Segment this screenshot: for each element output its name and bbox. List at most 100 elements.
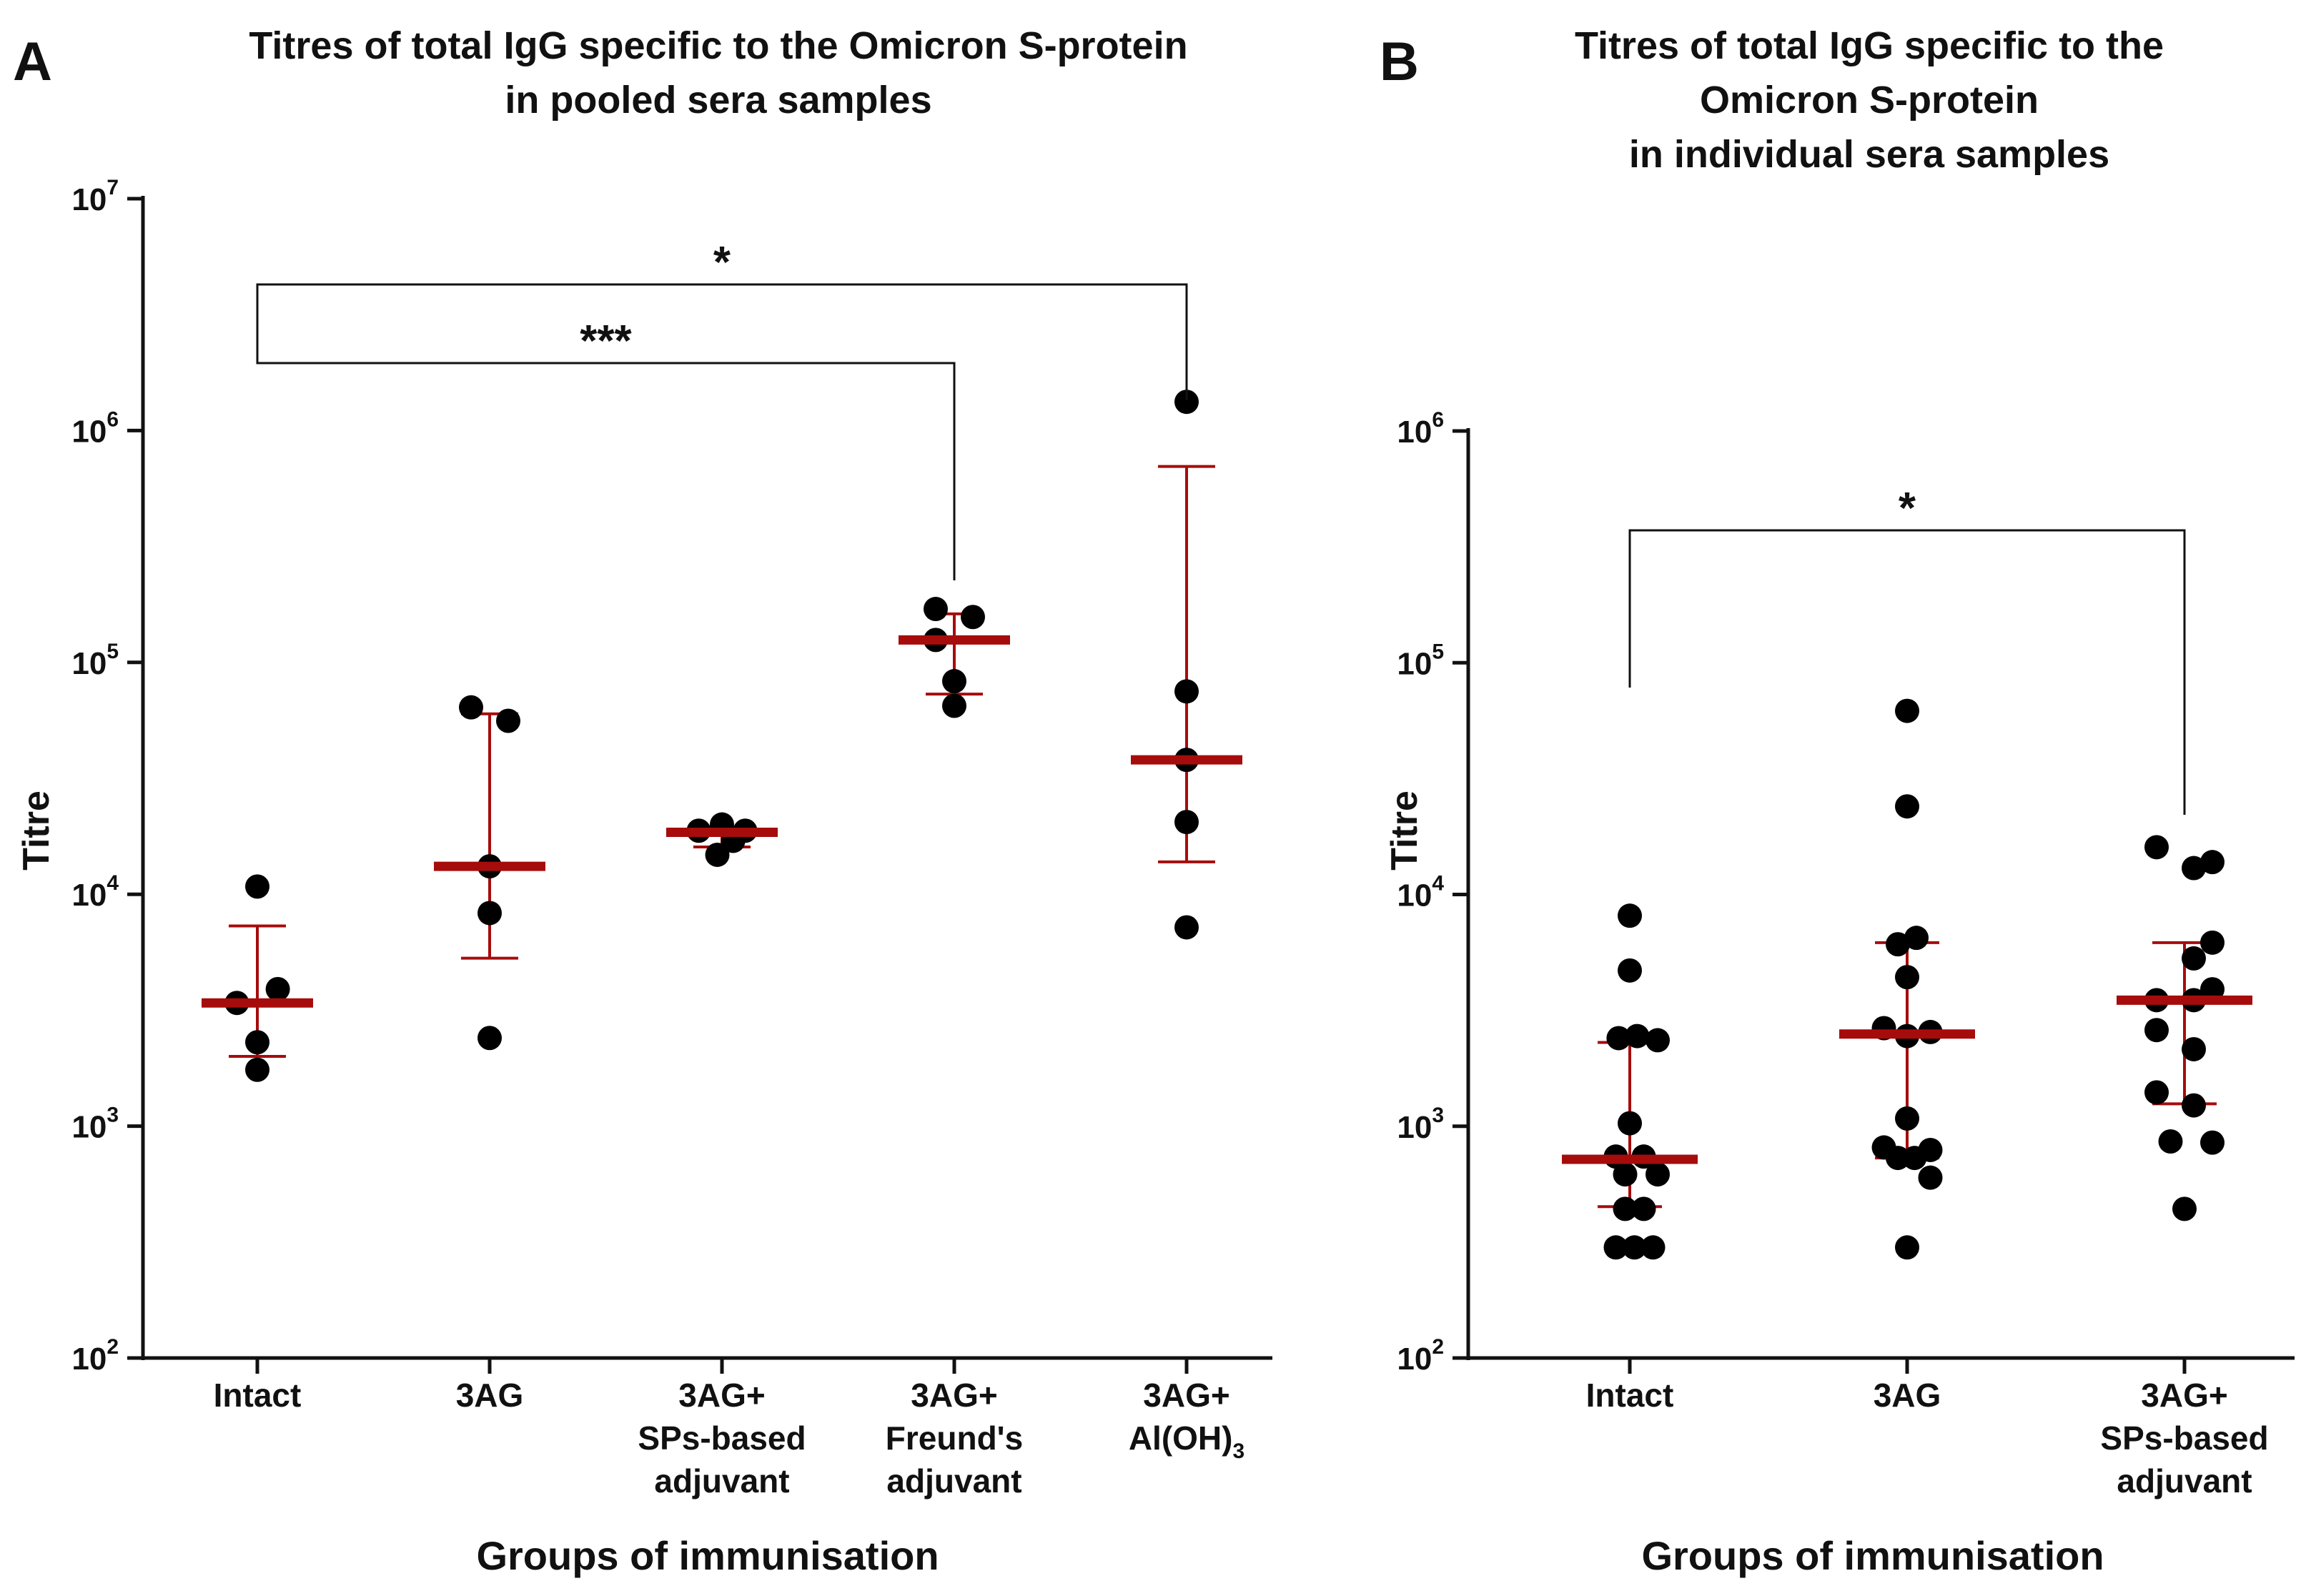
data-point (1895, 698, 1919, 723)
significance-label: * (713, 238, 731, 287)
y-tick-label: 105 (1397, 640, 1444, 681)
category-label: adjuvant (654, 1462, 789, 1500)
panel-a: A Titres of total IgG specific to the Omi… (13, 24, 1272, 1578)
category-label-text: 3AG+ (678, 1377, 765, 1414)
y-tick-exponent: 6 (1432, 408, 1444, 432)
chart-title-line: Titres of total IgG specific to the Omic… (249, 24, 1187, 67)
data-point (2144, 835, 2169, 860)
data-point (245, 1030, 269, 1055)
data-point (1902, 1146, 1927, 1171)
category-label: Intact (1586, 1377, 1674, 1414)
y-tick-base: 10 (71, 182, 107, 217)
category-label-text: SPs-based (2100, 1419, 2268, 1457)
y-tick-exponent: 5 (1432, 640, 1444, 663)
data-point (1174, 915, 1199, 940)
y-tick-exponent: 3 (107, 1104, 119, 1127)
category-label: 3AG+ (1143, 1377, 1229, 1414)
data-point (924, 597, 948, 622)
significance-bracket (256, 347, 956, 580)
y-tick-exponent: 7 (107, 176, 119, 199)
significance-bracket (1628, 529, 2186, 815)
group-1 (1839, 698, 1975, 1260)
data-point (1646, 1162, 1670, 1187)
y-tick-base: 10 (1397, 415, 1432, 450)
group-0 (1562, 903, 1698, 1260)
data-point (1622, 1235, 1647, 1260)
data-point (477, 901, 502, 926)
data-point (1618, 903, 1642, 928)
category-label-text: SPs-based (638, 1419, 806, 1457)
category-label-subscript: 3 (1232, 1439, 1244, 1463)
data-point (2182, 856, 2206, 881)
data-point (1174, 810, 1199, 835)
panel-b: B Titres of total IgG specific to the Omic… (1380, 24, 2295, 1578)
data-point (1895, 965, 1919, 990)
panel-letter: B (1380, 31, 1419, 92)
group-2 (2117, 835, 2252, 1221)
category-label-text: adjuvant (886, 1462, 1021, 1500)
data-point (1631, 1196, 1656, 1221)
data-point (477, 1026, 502, 1051)
category-label-text: Intact (1586, 1377, 1674, 1414)
data-point (1886, 932, 1910, 957)
y-tick-exponent: 3 (1432, 1104, 1444, 1127)
significance-bracket (256, 283, 1188, 400)
chart-title-line: Titres of total IgG specific to the (1575, 24, 2164, 67)
y-tick-base: 10 (1397, 1110, 1432, 1145)
category-label-text: 3AG (1874, 1377, 1941, 1414)
data-point (1618, 958, 1642, 983)
data-point (2172, 1196, 2197, 1221)
y-tick-exponent: 2 (107, 1335, 119, 1359)
data-point (265, 976, 290, 1001)
y-tick-exponent: 5 (107, 640, 119, 663)
data-point (705, 842, 730, 867)
data-point (1625, 1023, 1650, 1049)
data-point (1618, 1111, 1642, 1136)
data-point (459, 695, 483, 720)
data-point (1886, 1146, 1910, 1171)
group-4 (1131, 390, 1242, 940)
category-label: 3AG (1874, 1377, 1941, 1414)
y-tick-label: 102 (71, 1335, 119, 1377)
y-tick-label: 107 (71, 176, 119, 217)
y-tick-base: 10 (1397, 878, 1432, 913)
category-label-text: adjuvant (2117, 1462, 2252, 1500)
y-tick-base: 10 (1397, 646, 1432, 681)
category-label: 3AG+ (911, 1377, 997, 1414)
y-tick-label: 103 (1397, 1104, 1444, 1145)
data-point (2158, 1129, 2183, 1154)
category-label-text: Intact (214, 1377, 302, 1414)
category-label: 3AG+ (678, 1377, 765, 1414)
data-point (2182, 946, 2206, 971)
group-3 (899, 597, 1010, 718)
data-point (1646, 1028, 1670, 1053)
y-axis-title: Titre (16, 790, 57, 871)
x-axis-title: Groups of immunisation (1641, 1533, 2104, 1578)
significance-label: *** (580, 317, 632, 366)
data-point (2200, 1130, 2225, 1155)
category-label-text: Freund's (886, 1419, 1023, 1457)
data-point (2200, 930, 2225, 955)
category-label-text: 3AG+ (911, 1377, 997, 1414)
data-point (1606, 1026, 1631, 1051)
group-2 (666, 812, 778, 867)
data-point (2144, 1080, 2169, 1105)
category-label-text: 3AG (456, 1377, 524, 1414)
y-tick-exponent: 4 (107, 871, 119, 895)
category-label: Freund's (886, 1419, 1023, 1457)
data-point (1613, 1196, 1638, 1221)
data-point (2182, 1093, 2206, 1118)
category-label: adjuvant (2117, 1462, 2252, 1500)
category-label-text: adjuvant (654, 1462, 789, 1500)
y-tick-label: 102 (1397, 1335, 1444, 1377)
y-tick-base: 10 (71, 1342, 107, 1377)
group-1 (434, 695, 545, 1051)
y-tick-label: 105 (71, 640, 119, 681)
x-axis-title: Groups of immunisation (476, 1533, 939, 1578)
y-tick-base: 10 (71, 414, 107, 449)
data-point (2200, 850, 2225, 875)
data-point (1895, 1106, 1919, 1131)
y-tick-base: 10 (71, 1110, 107, 1145)
data-point (1603, 1235, 1628, 1260)
